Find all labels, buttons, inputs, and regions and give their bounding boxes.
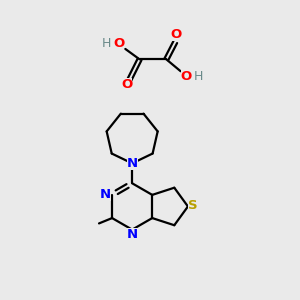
Text: O: O	[113, 38, 124, 50]
Text: N: N	[127, 228, 138, 241]
Text: O: O	[170, 28, 182, 41]
Text: O: O	[121, 77, 132, 91]
Text: N: N	[100, 188, 111, 201]
Text: H: H	[102, 38, 111, 50]
Text: N: N	[127, 157, 138, 170]
Text: H: H	[194, 70, 203, 83]
Text: O: O	[181, 70, 192, 83]
Text: S: S	[188, 200, 198, 212]
